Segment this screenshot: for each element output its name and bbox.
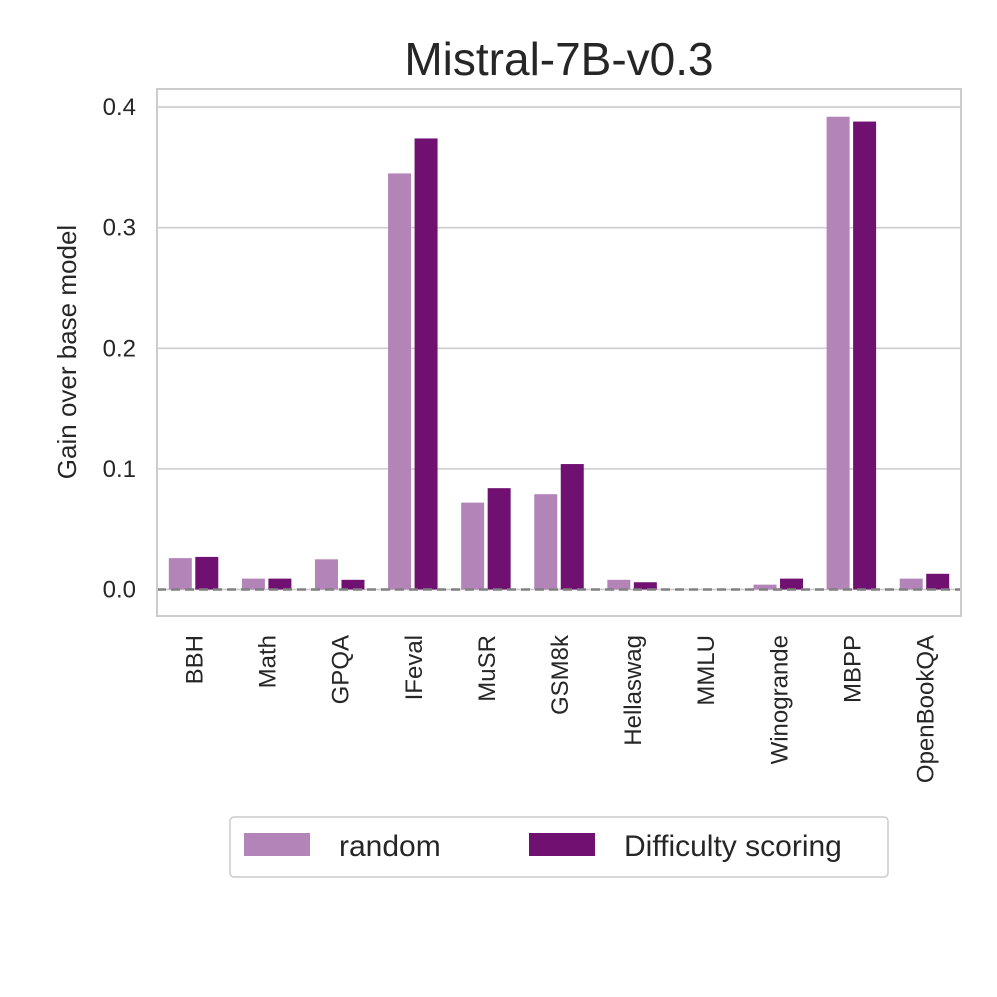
bar-random	[753, 584, 777, 590]
x-tick-label: BBH	[182, 635, 209, 684]
bar-difficulty-scoring	[195, 556, 219, 590]
bar-difficulty-scoring	[560, 464, 584, 590]
legend: random Difficulty scoring	[229, 816, 889, 878]
y-tick-labels: 0.0 0.1 0.2 0.3 0.4	[103, 94, 136, 603]
x-tick-label: Math	[255, 635, 282, 688]
x-tick-label: MBPP	[839, 635, 866, 703]
legend-swatch-difficulty-scoring	[529, 833, 595, 856]
bar-random	[168, 558, 192, 590]
bar-difficulty-scoring	[487, 488, 511, 590]
x-tick-label: Winogrande	[766, 635, 793, 764]
y-tick-label: 0.3	[103, 215, 136, 242]
y-tick-label: 0.0	[103, 576, 136, 603]
bar-random	[241, 578, 265, 590]
y-tick-label: 0.4	[103, 94, 136, 121]
bar-difficulty-scoring	[926, 573, 950, 590]
bar-random	[388, 173, 412, 590]
bar-random	[461, 502, 485, 590]
bar-random	[314, 559, 338, 590]
legend-label-difficulty-scoring: Difficulty scoring	[624, 830, 842, 863]
bar-random	[899, 578, 923, 590]
bar-difficulty-scoring	[780, 578, 804, 590]
x-tick-label: IFeval	[401, 635, 428, 700]
bar-difficulty-scoring	[633, 582, 657, 590]
bar-random	[826, 116, 850, 590]
x-tick-label: GSM8k	[547, 634, 574, 715]
legend-swatch-random	[244, 833, 310, 856]
legend-label-random: random	[339, 830, 441, 863]
x-tick-label: MuSR	[474, 635, 501, 702]
bar-difficulty-scoring	[268, 578, 292, 590]
bar-difficulty-scoring	[341, 579, 365, 590]
plot-frame	[156, 88, 962, 617]
y-axis-label: Gain over base model	[52, 225, 82, 479]
bars	[168, 116, 950, 590]
x-tick-label: OpenBookQA	[912, 635, 939, 783]
bar-difficulty-scoring	[414, 138, 438, 590]
x-tick-labels: BBH Math GPQA IFeval MuSR GSM8k Hellaswag MMLU W…	[182, 634, 940, 783]
bar-difficulty-scoring	[853, 121, 877, 590]
bar-random	[607, 579, 631, 590]
x-tick-label: MMLU	[693, 635, 720, 706]
y-tick-label: 0.2	[103, 335, 136, 362]
y-tick-label: 0.1	[103, 456, 136, 483]
chart-title: Mistral-7B-v0.3	[404, 33, 713, 85]
x-tick-label: Hellaswag	[620, 635, 647, 746]
x-tick-label: GPQA	[328, 635, 355, 704]
bar-random	[534, 494, 558, 590]
